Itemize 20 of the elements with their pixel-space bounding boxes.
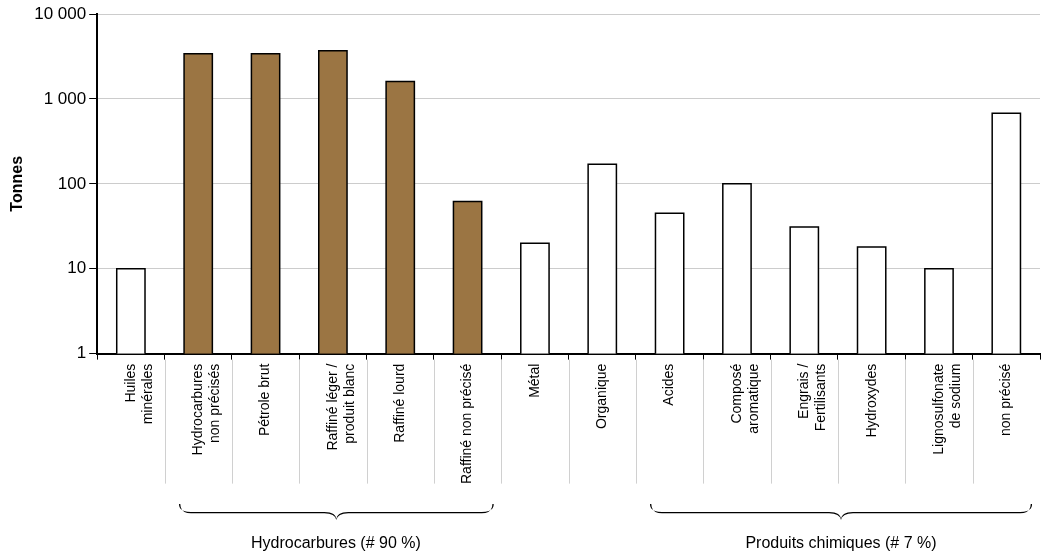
x-tick-label: non précisé bbox=[997, 363, 1014, 437]
y-tick-label: 10 bbox=[67, 258, 87, 278]
x-tick-label: Raffiné non précisé bbox=[458, 363, 475, 484]
y-tick-label: 1 bbox=[76, 343, 87, 363]
x-tick-label: Raffiné léger / produit blanc bbox=[323, 363, 357, 451]
x-tick-label: Pétrole brut bbox=[256, 363, 273, 436]
text: Hydrocarbures (# 90 %) bbox=[250, 534, 421, 552]
y-tick-label: 100 bbox=[57, 173, 87, 193]
x-tick-label: Métal bbox=[525, 363, 542, 398]
x-tick-label: Hydroxydes bbox=[862, 363, 879, 438]
x-tick-label: Acides bbox=[660, 363, 677, 406]
x-tick-label: Raffiné lourd bbox=[391, 363, 408, 443]
y-axis-title: Tonnes bbox=[8, 155, 26, 212]
y-tick-label: 1 000 bbox=[43, 88, 87, 108]
y-tick-label: 10 000 bbox=[34, 3, 87, 23]
x-tick-label: Lignosulfonate de sodium bbox=[929, 363, 963, 455]
text: Produits chimiques (# 7 %) bbox=[745, 534, 937, 552]
x-tick-label: Composé aromatique bbox=[727, 363, 761, 434]
x-tick-label: Organique bbox=[593, 363, 610, 430]
x-tick-label: Huiles minérales bbox=[121, 363, 155, 425]
